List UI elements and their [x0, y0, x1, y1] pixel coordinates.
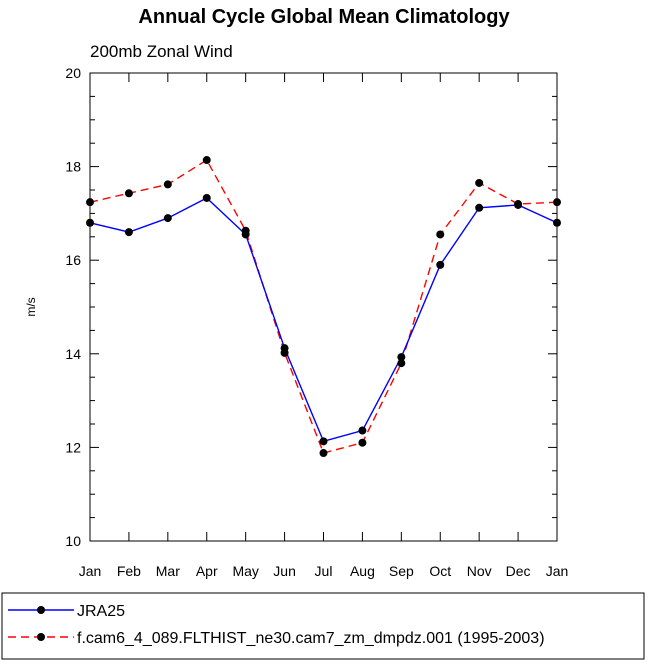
legend-marker: [37, 633, 45, 641]
y-tick-label: 20: [65, 65, 81, 81]
series-jra25-point: [514, 200, 523, 209]
series-jra25-point: [241, 230, 250, 239]
series-model-point: [86, 198, 94, 207]
series-jra25-line: [89, 197, 558, 443]
x-tick-label: Jul: [315, 563, 333, 579]
x-tick-label: Feb: [117, 563, 141, 579]
plot-frame: [89, 72, 558, 542]
y-axis-label: m/s: [24, 297, 38, 316]
series-jra25-point: [280, 344, 289, 353]
x-tick-label: Jan: [79, 563, 102, 579]
x-tick-label: Oct: [429, 563, 451, 579]
x-tick-label: Mar: [156, 563, 180, 579]
series-model-line: [89, 159, 558, 454]
series-model-point: [319, 449, 328, 458]
y-tick-label: 18: [65, 159, 81, 175]
series-model-point: [553, 198, 561, 207]
series-jra25-point: [358, 426, 367, 435]
x-tick-label: Jun: [273, 563, 296, 579]
series-model-point: [202, 156, 211, 165]
series-model-point: [475, 178, 484, 187]
series-jra25-point: [397, 353, 406, 362]
series-jra25-point: [86, 218, 94, 227]
legend-label: JRA25: [77, 603, 125, 620]
series-model-point: [358, 438, 367, 447]
y-tick-label: 10: [65, 533, 81, 549]
y-tick-label: 12: [65, 439, 81, 455]
x-tick-label: Dec: [506, 563, 531, 579]
series-jra25-point: [553, 218, 561, 227]
series-model-point: [397, 359, 406, 368]
legend-marker: [37, 606, 45, 614]
series-model-point: [124, 189, 133, 198]
series-jra25-point: [202, 193, 211, 202]
x-tick-label: Nov: [467, 563, 492, 579]
legend: JRA25 f.cam6_4_089.FLTHIST_ne30.cam7_zm_d…: [1, 592, 645, 660]
x-tick-label: Sep: [389, 563, 414, 579]
y-tick-label: 14: [65, 346, 81, 362]
x-tick-label: Aug: [350, 563, 375, 579]
series-jra25-point: [436, 260, 445, 269]
series-model-point: [436, 230, 445, 239]
series-model-point: [163, 180, 172, 189]
series-jra25-point: [124, 228, 133, 237]
legend-label: f.cam6_4_089.FLTHIST_ne30.cam7_zm_dmpdz.…: [77, 630, 545, 647]
legend-box: [1, 592, 645, 660]
y-tick-label: 16: [65, 252, 81, 268]
x-tick-label: May: [232, 563, 258, 579]
series-jra25-point: [163, 214, 172, 223]
chart-title: Annual Cycle Global Mean Climatology: [138, 6, 510, 28]
series-jra25-point: [475, 203, 484, 212]
chart-subtitle: 200mb Zonal Wind: [90, 42, 233, 61]
series-jra25-point: [319, 437, 328, 446]
x-tick-label: Jan: [546, 563, 569, 579]
x-tick-label: Apr: [196, 563, 218, 579]
plot-area: 10 12 14 16 18 20 Jan Feb Mar Apr May Jun Jul Aug Sep O…: [65, 65, 568, 579]
